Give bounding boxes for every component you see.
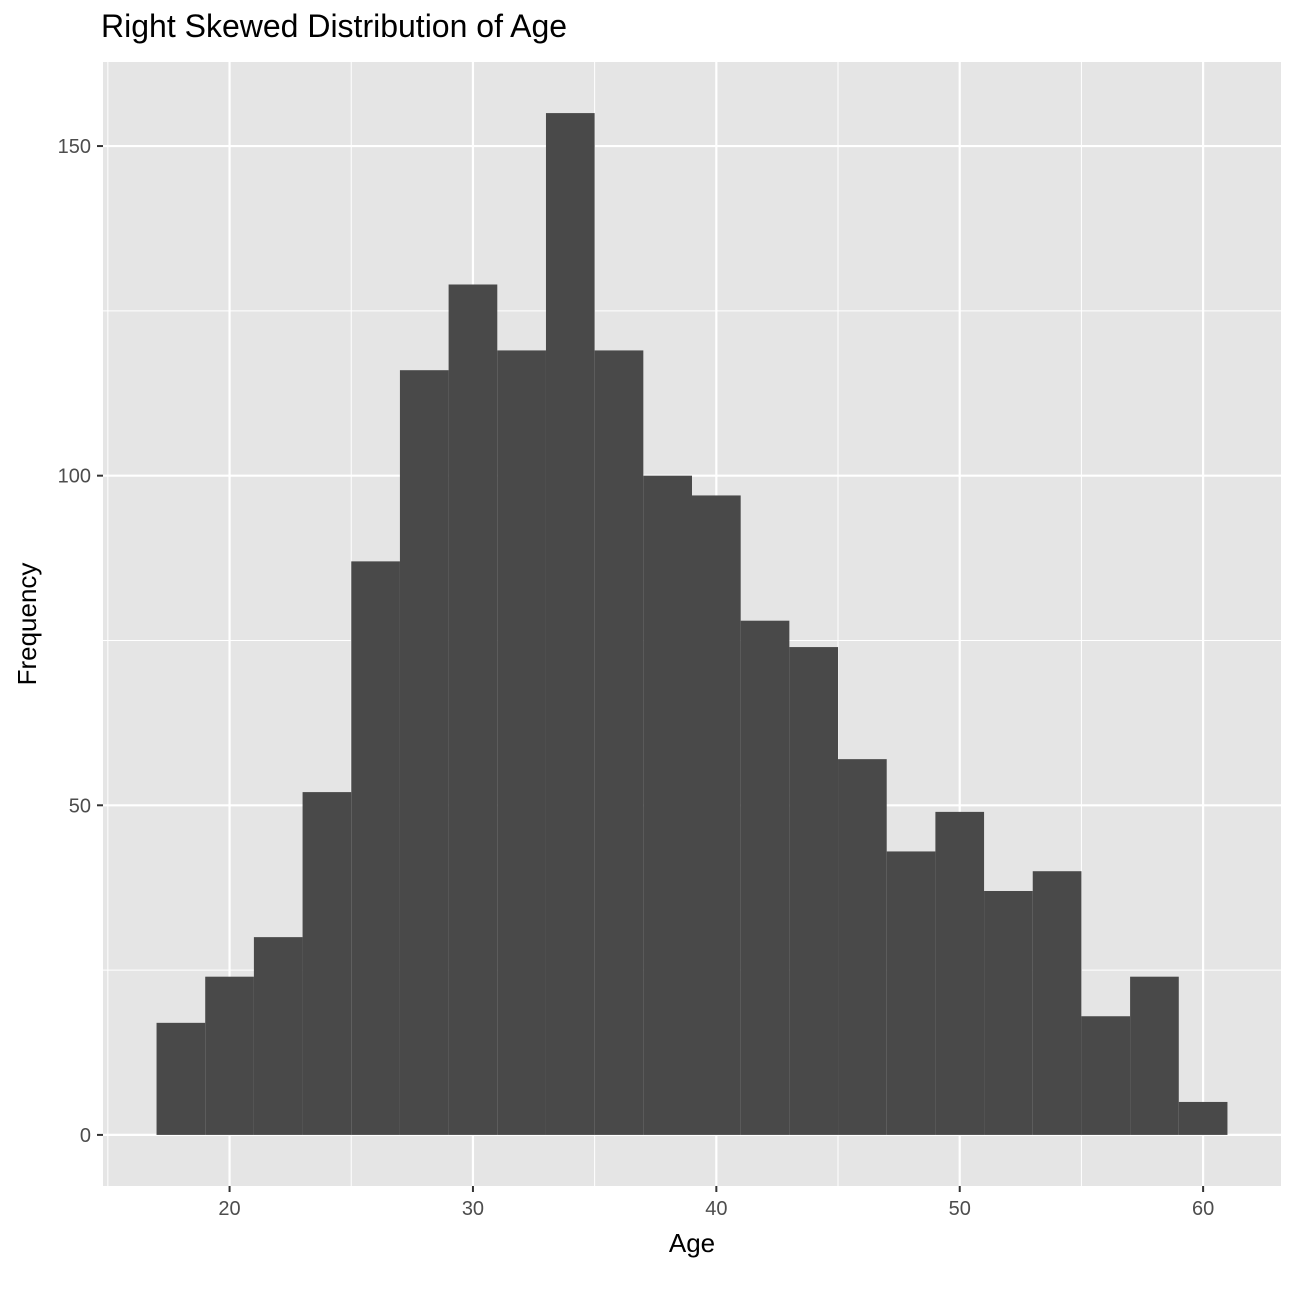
chart-title: Right Skewed Distribution of Age — [101, 8, 568, 44]
histogram-bar — [594, 350, 644, 1135]
x-tick-label: 60 — [1192, 1198, 1214, 1220]
histogram-bar — [1130, 976, 1179, 1135]
x-tick-label: 20 — [218, 1198, 240, 1220]
histogram-bar — [253, 937, 303, 1135]
histogram-bar — [789, 647, 839, 1135]
histogram-bar — [1081, 1016, 1131, 1135]
x-tick-label: 40 — [705, 1198, 727, 1220]
histogram-bar — [935, 811, 985, 1135]
histogram-bar — [545, 113, 595, 1135]
y-axis-title: Frequency — [12, 563, 42, 686]
histogram-bar — [351, 561, 400, 1135]
histogram-bar — [205, 976, 254, 1135]
y-tick-label: 100 — [58, 466, 91, 488]
x-tick-label: 30 — [462, 1198, 484, 1220]
histogram-bar — [692, 495, 741, 1135]
histogram-bar — [448, 284, 498, 1135]
y-tick-label: 0 — [80, 1125, 91, 1147]
histogram-bar — [156, 1022, 206, 1135]
histogram-bar — [984, 890, 1033, 1135]
histogram-bar — [838, 759, 887, 1135]
x-axis: 20 30 40 50 60 — [218, 1186, 1214, 1220]
x-tick-label: 50 — [949, 1198, 971, 1220]
histogram-bars — [156, 113, 1228, 1135]
histogram-bar — [1178, 1101, 1228, 1135]
histogram-bar — [886, 851, 936, 1135]
histogram-bar — [1032, 871, 1082, 1135]
histogram-bar — [302, 792, 352, 1135]
histogram-bar — [740, 620, 790, 1135]
y-tick-label: 50 — [69, 795, 91, 817]
histogram-bar — [399, 370, 449, 1135]
x-axis-title: Age — [669, 1228, 715, 1258]
histogram-bar — [497, 350, 546, 1135]
y-tick-label: 150 — [58, 136, 91, 158]
histogram-bar — [643, 475, 692, 1135]
y-axis: 0 50 100 150 — [58, 136, 103, 1147]
